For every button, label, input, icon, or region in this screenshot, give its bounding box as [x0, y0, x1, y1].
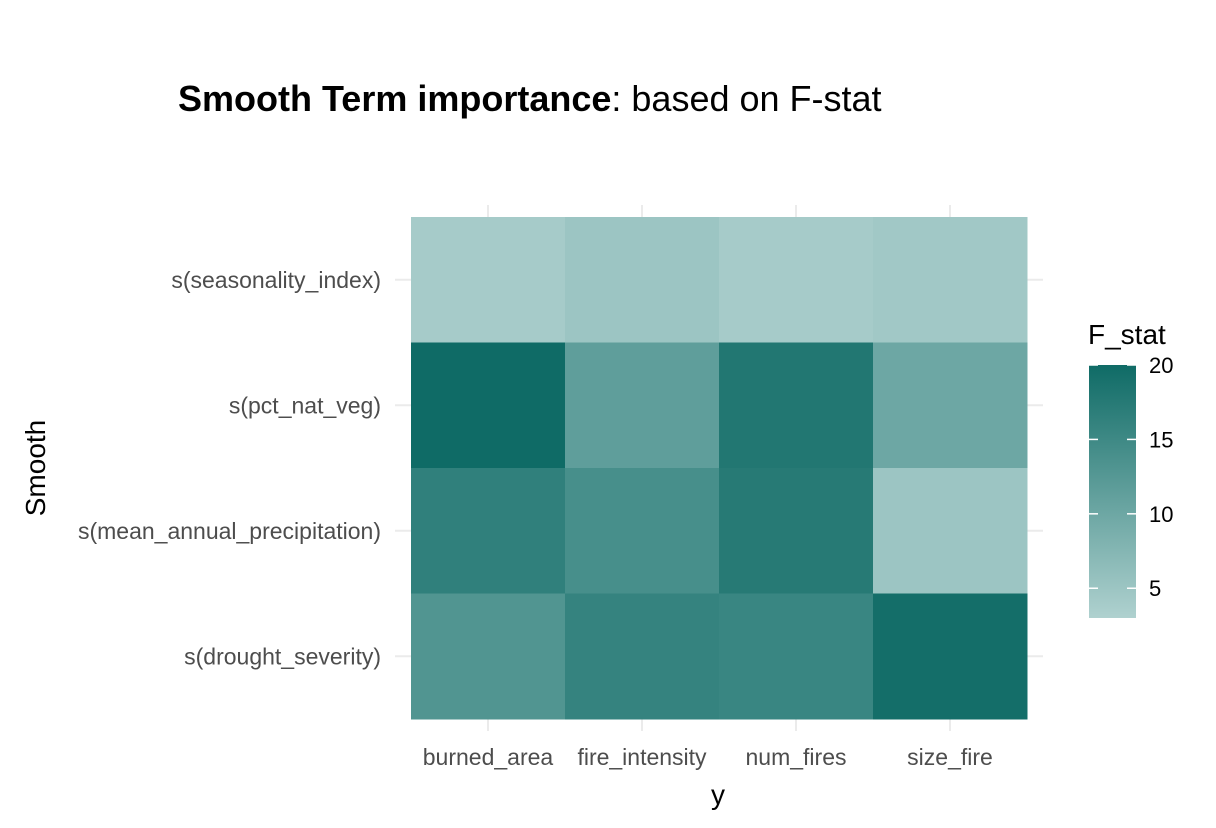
heatmap-cell [719, 217, 874, 343]
y-tick-label: s(pct_nat_veg) [229, 392, 381, 418]
y-tick-label: s(seasonality_index) [171, 267, 381, 293]
color-legend: F_stat 5 10 15 20 [1088, 319, 1173, 618]
heatmap-cell [411, 468, 566, 594]
heatmap-cell [719, 468, 874, 594]
y-tick-labels: s(seasonality_index) s(pct_nat_veg) s(mean… [78, 267, 381, 670]
heatmap-cell [411, 217, 566, 343]
x-tick-label: fire_intensity [577, 744, 707, 770]
legend-tick-label: 10 [1149, 502, 1173, 527]
heatmap-cell [873, 468, 1028, 594]
heatmap-cell [565, 468, 720, 594]
legend-tick-label: 20 [1149, 353, 1173, 378]
y-tick-label: s(drought_severity) [184, 643, 381, 669]
chart-title-rest: : based on F-stat [611, 78, 882, 119]
legend-tick-label: 5 [1149, 576, 1161, 601]
heatmap-cell [873, 593, 1028, 720]
legend-title: F_stat [1088, 319, 1166, 350]
chart-title-bold: Smooth Term importance [178, 78, 612, 119]
legend-tick-label: 15 [1149, 427, 1173, 452]
heatmap-cell [719, 342, 874, 469]
heatmap-cells [411, 217, 1028, 720]
heatmap-cell [411, 342, 566, 469]
x-tick-label: size_fire [907, 744, 993, 770]
chart-title: Smooth Term importance: based on F-stat [178, 78, 882, 120]
heatmap-cell [565, 342, 720, 469]
x-tick-label: burned_area [423, 744, 554, 770]
legend-ticks: 5 10 15 20 [1089, 353, 1173, 601]
legend-colorbar [1089, 365, 1136, 618]
x-tick-label: num_fires [746, 744, 847, 770]
x-axis-title: y [711, 779, 725, 810]
y-tick-label: s(mean_annual_precipitation) [78, 518, 381, 544]
heatmap-cell [411, 593, 566, 720]
y-axis-title: Smooth [20, 420, 51, 517]
heatmap-cell [873, 342, 1028, 469]
heatmap-cell [873, 217, 1028, 343]
x-tick-labels: burned_area fire_intensity num_fires size_f… [423, 744, 993, 770]
heatmap-cell [565, 593, 720, 720]
heatmap-cell [565, 217, 720, 343]
heatmap-cell [719, 593, 874, 720]
